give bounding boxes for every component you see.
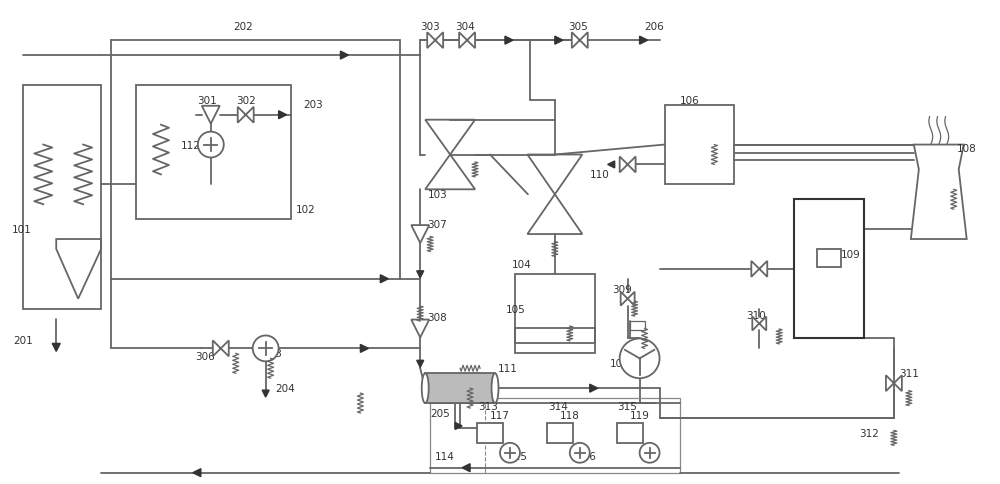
- Text: 114: 114: [435, 451, 455, 461]
- Polygon shape: [608, 162, 615, 168]
- Bar: [23, 86, 101, 309]
- Text: 118: 118: [560, 410, 580, 420]
- Text: 119: 119: [630, 410, 650, 420]
- Polygon shape: [52, 344, 60, 352]
- Polygon shape: [427, 33, 443, 49]
- Polygon shape: [911, 145, 967, 240]
- Text: 104: 104: [512, 259, 532, 269]
- Text: 303: 303: [420, 22, 440, 32]
- Bar: [425, 374, 495, 403]
- Polygon shape: [213, 341, 229, 357]
- Text: 116: 116: [577, 451, 597, 461]
- Text: 309: 309: [612, 284, 631, 294]
- Text: 107: 107: [610, 359, 629, 368]
- Text: 205: 205: [430, 408, 450, 418]
- Ellipse shape: [422, 374, 429, 403]
- Text: 117: 117: [490, 410, 510, 420]
- Polygon shape: [590, 384, 598, 393]
- Polygon shape: [411, 226, 429, 243]
- Text: 308: 308: [427, 312, 447, 322]
- Polygon shape: [262, 390, 269, 397]
- Polygon shape: [505, 37, 513, 45]
- Text: 203: 203: [304, 100, 323, 109]
- Text: 304: 304: [455, 22, 475, 32]
- Text: 108: 108: [957, 143, 976, 153]
- Polygon shape: [751, 261, 767, 277]
- Text: 106: 106: [680, 96, 699, 106]
- Bar: [136, 86, 291, 220]
- Text: 306: 306: [195, 351, 215, 362]
- Text: 111: 111: [498, 363, 518, 374]
- Bar: [665, 106, 734, 185]
- Polygon shape: [193, 469, 201, 477]
- Text: 206: 206: [645, 22, 664, 32]
- Polygon shape: [360, 345, 368, 353]
- Bar: [794, 200, 864, 339]
- Text: 305: 305: [568, 22, 588, 32]
- Text: 103: 103: [428, 190, 448, 200]
- Text: 307: 307: [427, 220, 447, 229]
- Text: 115: 115: [508, 451, 528, 461]
- Text: 204: 204: [276, 383, 295, 393]
- Polygon shape: [572, 33, 588, 49]
- Text: 314: 314: [548, 401, 568, 411]
- Polygon shape: [752, 317, 766, 331]
- Polygon shape: [417, 271, 424, 278]
- Text: 201: 201: [13, 336, 33, 346]
- Bar: [617, 423, 643, 443]
- Circle shape: [253, 336, 279, 362]
- Circle shape: [500, 443, 520, 463]
- Text: 310: 310: [746, 310, 766, 320]
- Circle shape: [620, 339, 660, 378]
- Polygon shape: [886, 376, 902, 392]
- Text: 102: 102: [296, 205, 315, 215]
- Polygon shape: [462, 464, 470, 472]
- Circle shape: [198, 132, 224, 158]
- Polygon shape: [621, 292, 635, 306]
- Polygon shape: [279, 111, 287, 120]
- Text: 112: 112: [181, 140, 201, 150]
- Polygon shape: [202, 106, 220, 124]
- Polygon shape: [380, 275, 388, 283]
- Text: 315: 315: [617, 401, 637, 411]
- Polygon shape: [417, 361, 424, 367]
- Ellipse shape: [492, 374, 499, 403]
- Circle shape: [640, 443, 660, 463]
- Text: 312: 312: [859, 428, 879, 438]
- Text: 311: 311: [899, 368, 919, 378]
- Polygon shape: [640, 37, 648, 45]
- Text: 109: 109: [841, 249, 861, 259]
- Text: 101: 101: [11, 225, 31, 235]
- Bar: [515, 274, 595, 344]
- Bar: [817, 249, 841, 267]
- Circle shape: [570, 443, 590, 463]
- Polygon shape: [238, 107, 254, 123]
- Polygon shape: [455, 423, 462, 429]
- Polygon shape: [411, 320, 429, 338]
- Text: 110: 110: [590, 170, 610, 180]
- Text: 313: 313: [478, 401, 498, 411]
- Polygon shape: [459, 33, 475, 49]
- Text: 301: 301: [197, 96, 217, 106]
- Bar: [547, 423, 573, 443]
- Polygon shape: [555, 37, 563, 45]
- Bar: [630, 321, 645, 331]
- Text: 302: 302: [236, 96, 255, 106]
- Text: 202: 202: [234, 22, 253, 32]
- Bar: [477, 423, 503, 443]
- Bar: [430, 398, 680, 473]
- Text: 105: 105: [506, 304, 526, 314]
- Text: 113: 113: [263, 348, 283, 359]
- Polygon shape: [620, 157, 636, 173]
- Bar: [515, 329, 595, 354]
- Polygon shape: [340, 52, 348, 60]
